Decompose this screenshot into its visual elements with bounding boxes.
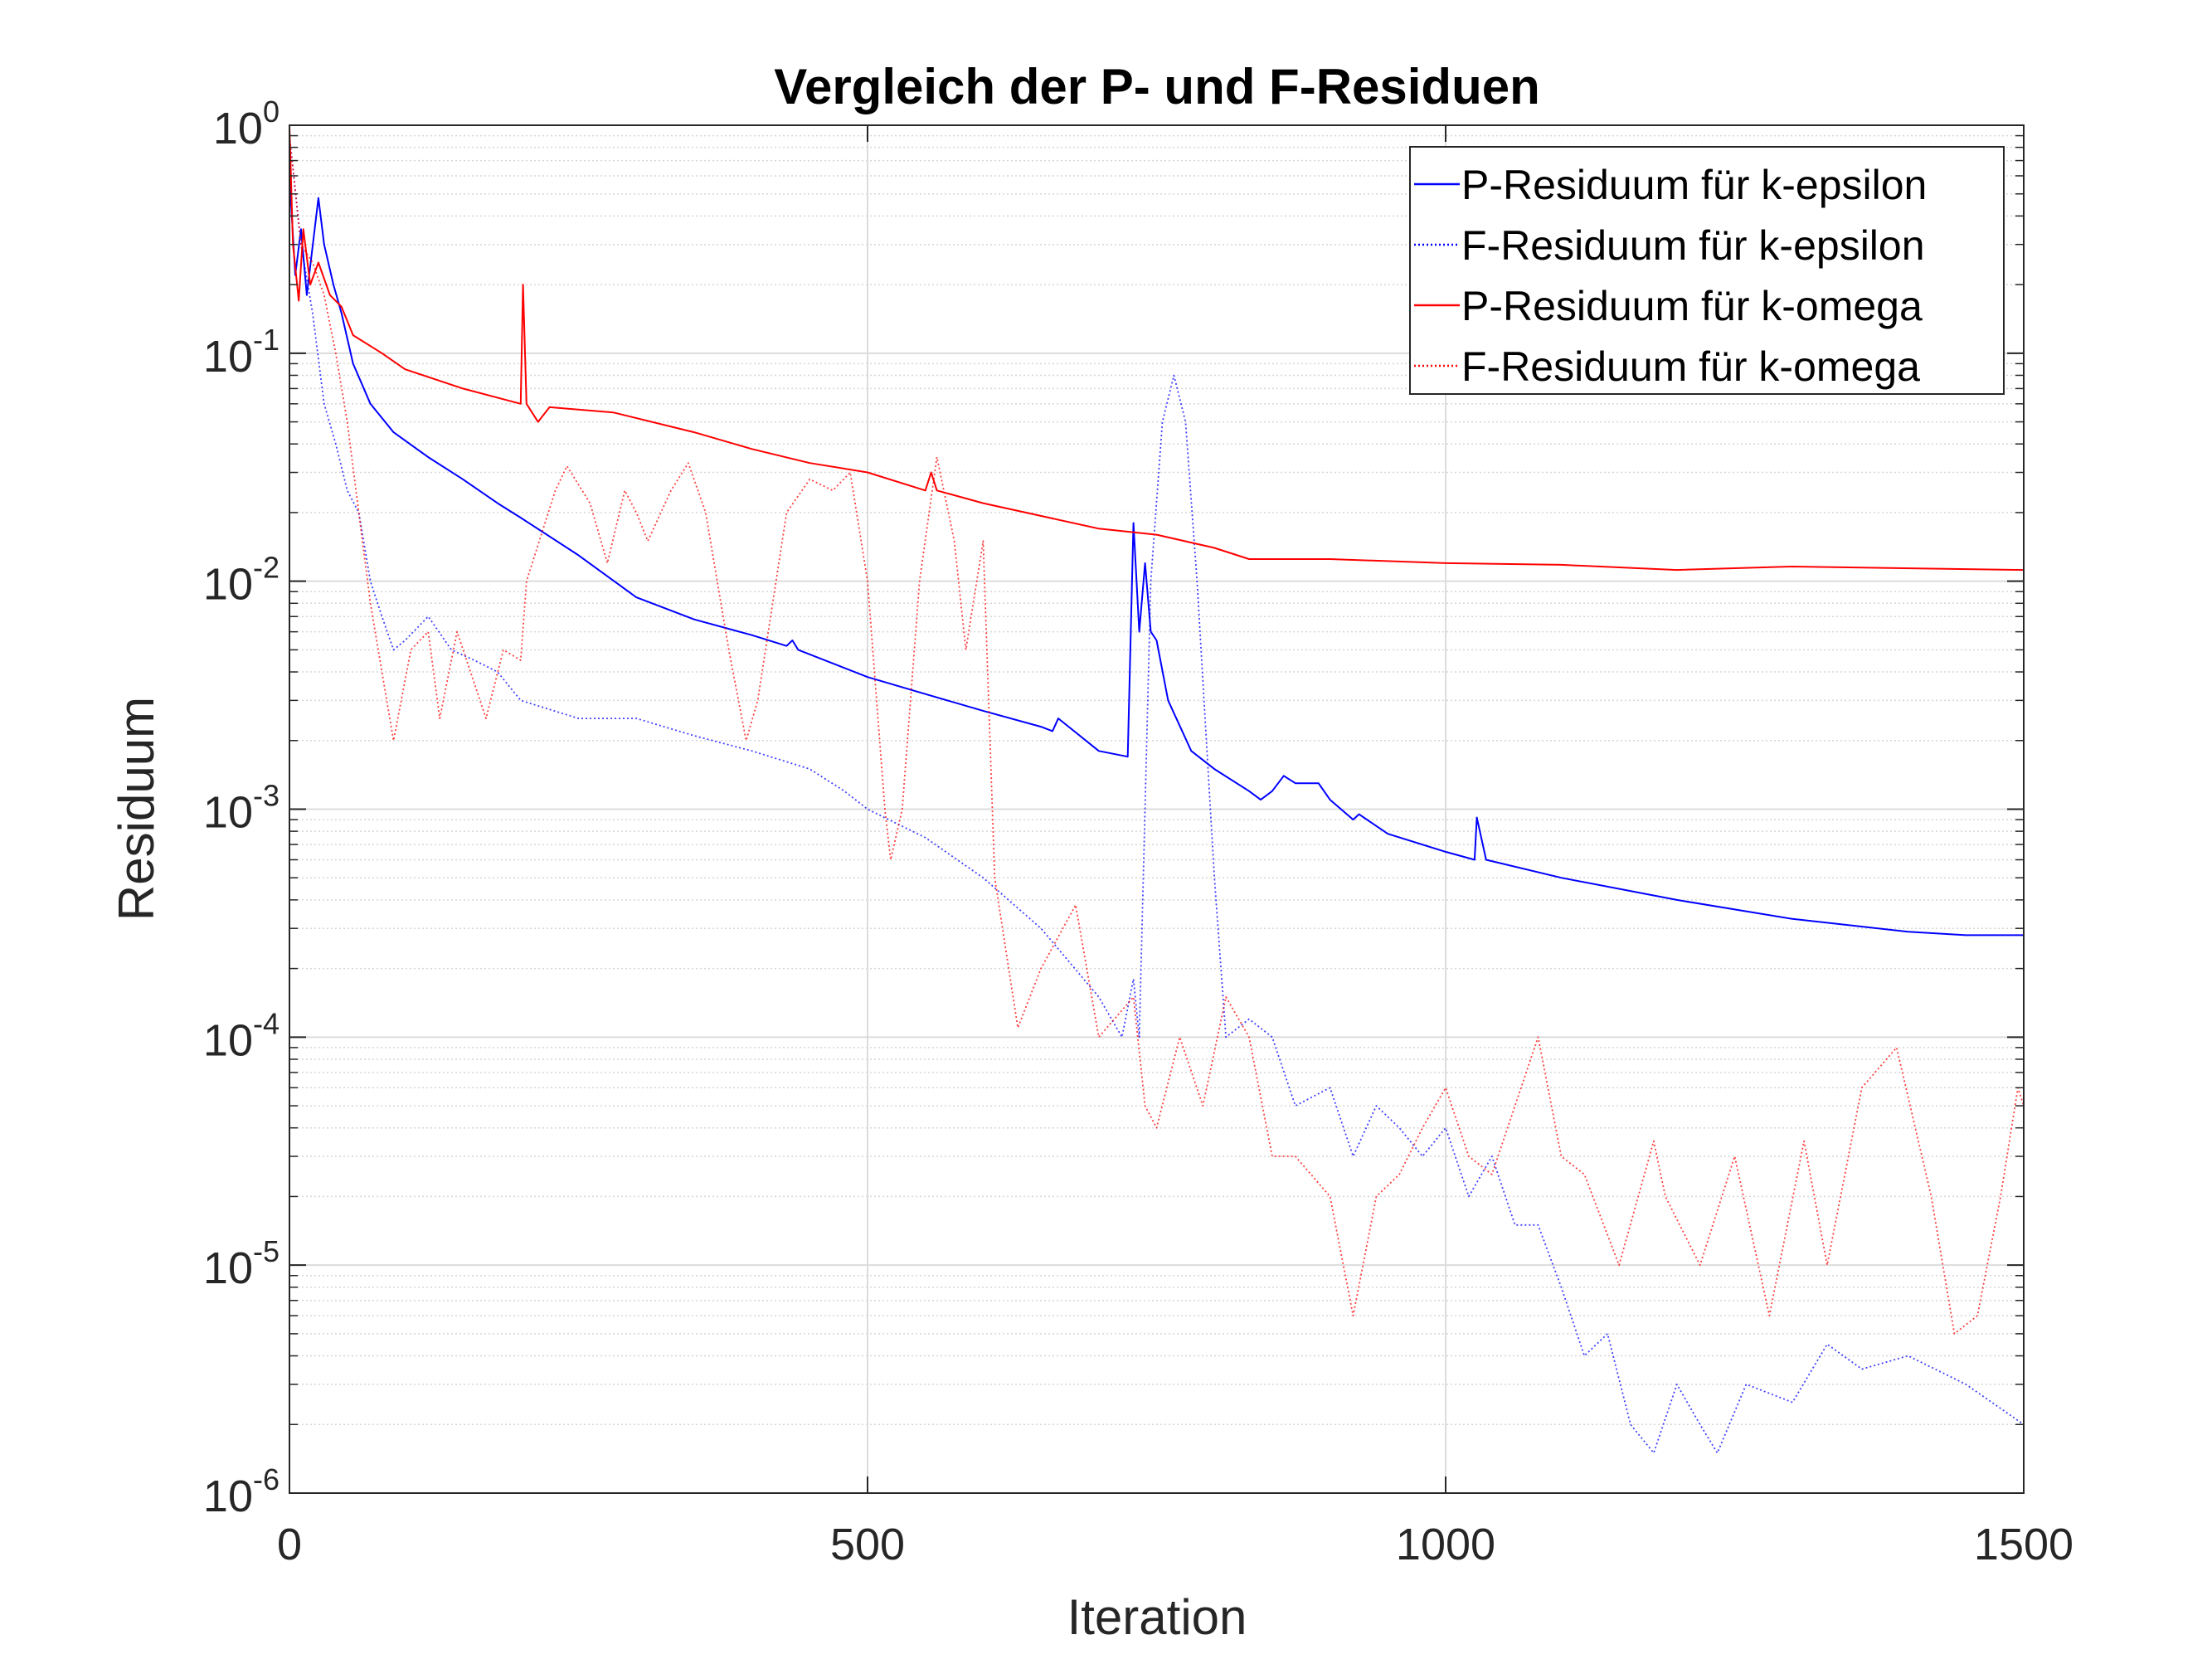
y-tick-label: 10-1 — [203, 323, 280, 382]
chart-title: Vergleich der P- und F-Residuen — [774, 59, 1540, 114]
p-residual-k-epsilon-line — [289, 175, 2024, 937]
y-tick-label: 10-3 — [203, 779, 280, 838]
y-tick-label: 10-6 — [203, 1462, 280, 1521]
f-residual-k-omega-line — [289, 135, 2025, 1335]
y-tick-label: 10-4 — [203, 1006, 280, 1065]
p-residual-k-omega-line — [289, 124, 2025, 572]
legend-label: F-Residuum für k-omega — [1461, 343, 1920, 390]
y-axis-label: Residuum — [109, 697, 164, 921]
y-tick-label: 10-2 — [203, 551, 280, 610]
x-tick-label: 1000 — [1396, 1520, 1495, 1569]
ticks: 100 10-1 10-2 10-3 10-4 10-5 10-60 500 1000 1500 — [203, 95, 2073, 1569]
f-residual-k-epsilon-line — [289, 135, 2025, 1454]
x-tick-label: 1500 — [1974, 1520, 2073, 1569]
series-group — [289, 124, 2025, 1454]
y-tick-label: 100 — [213, 95, 280, 153]
y-tick-label: 10-5 — [203, 1234, 280, 1293]
x-axis-label: Iteration — [1067, 1589, 1247, 1645]
legend-box — [1409, 146, 2005, 395]
legend-label: P-Residuum für k-omega — [1461, 283, 1923, 329]
legend-label: P-Residuum für k-epsilon — [1461, 162, 1927, 208]
x-tick-label: 0 — [277, 1520, 302, 1569]
legend-label: F-Residuum für k-epsilon — [1461, 222, 1925, 269]
legend: P-Residuum für k-epsilon F-Residuum für k… — [1409, 146, 2005, 395]
x-tick-label: 500 — [830, 1520, 905, 1569]
grid — [289, 124, 2025, 1494]
